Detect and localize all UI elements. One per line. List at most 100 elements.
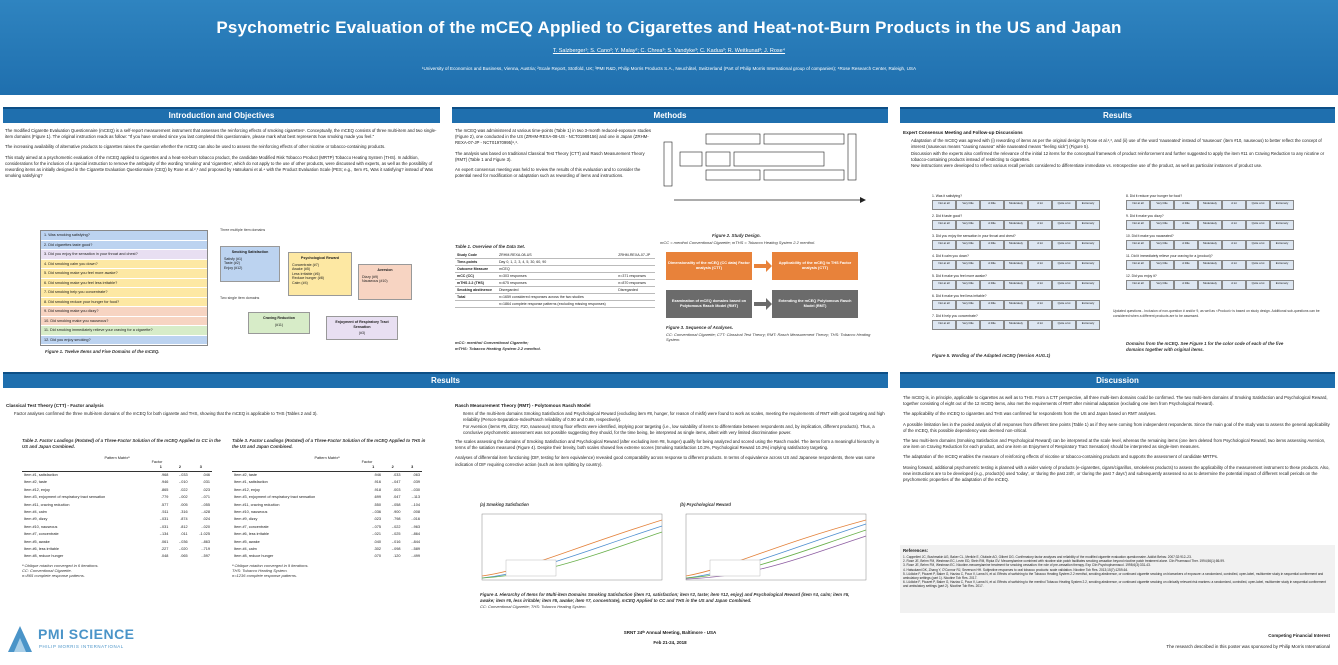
scale-option[interactable]: A little <box>980 320 1004 330</box>
scale-option[interactable]: Quite a lot <box>1052 260 1076 270</box>
scale-option[interactable]: Very little <box>956 320 980 330</box>
scale-option[interactable]: Quite a lot <box>1052 300 1076 310</box>
scale-option[interactable]: A lot <box>1222 220 1246 230</box>
scale-option[interactable]: Not at all <box>1126 240 1150 250</box>
scale-option[interactable]: Quite a lot <box>1052 280 1076 290</box>
scale-option[interactable]: A lot <box>1222 240 1246 250</box>
table-1-cell: Day 0, 1, 2, 3, 4, 5, 30, 60, 90 <box>496 258 617 266</box>
scale-option[interactable]: Not at all <box>1126 200 1150 210</box>
scale-option[interactable]: Very little <box>1150 200 1174 210</box>
scale-option[interactable]: Not at all <box>932 260 956 270</box>
scale-option[interactable]: Not at all <box>932 280 956 290</box>
scale-option[interactable]: A little <box>1174 240 1198 250</box>
scale-option[interactable]: Not at all <box>932 220 956 230</box>
scale-option[interactable]: Moderately <box>1004 220 1028 230</box>
scale-option[interactable]: Not at all <box>1126 260 1150 270</box>
scale-option[interactable]: Extremely <box>1076 300 1100 310</box>
scale-option[interactable]: A little <box>980 260 1004 270</box>
scale-option[interactable]: Moderately <box>1004 200 1028 210</box>
scale-option[interactable]: Not at all <box>932 240 956 250</box>
factor-loading: -.047 <box>391 480 401 485</box>
scale-option[interactable]: A little <box>980 300 1004 310</box>
scale-option[interactable]: A little <box>980 240 1004 250</box>
scale-option[interactable]: A lot <box>1222 280 1246 290</box>
scale-option[interactable]: Very little <box>1150 220 1174 230</box>
scale-option[interactable]: Quite a lot <box>1246 200 1270 210</box>
scale-option[interactable]: Moderately <box>1004 280 1028 290</box>
scale-option[interactable]: Extremely <box>1270 240 1294 250</box>
adapted-question-label: 5. Did it make you feel more awake? <box>932 274 987 278</box>
scale-option[interactable]: Very little <box>956 240 980 250</box>
factor-column-header: 2 <box>382 464 403 472</box>
scale-option[interactable]: Quite a lot <box>1052 240 1076 250</box>
scale-option[interactable]: Moderately <box>1198 260 1222 270</box>
adapted-question-label: 9. Did it make you dizzy? <box>1126 214 1164 218</box>
factor-loading: .900 <box>393 510 401 515</box>
scale-option[interactable]: Quite a lot <box>1246 280 1270 290</box>
scale-option[interactable]: Very little <box>1150 280 1174 290</box>
scale-option[interactable]: Moderately <box>1198 200 1222 210</box>
sequence-step-3: Examination of mCEQ domains based on Pol… <box>666 290 752 318</box>
scale-option[interactable]: Extremely <box>1270 220 1294 230</box>
scale-option[interactable]: Not at all <box>932 200 956 210</box>
scale-option[interactable]: Extremely <box>1076 280 1100 290</box>
adapted-question-scale: Not at all Very little A little Moderately A… <box>932 320 1100 330</box>
scale-option[interactable]: Moderately <box>1004 320 1028 330</box>
scale-option[interactable]: A little <box>980 280 1004 290</box>
scale-option[interactable]: Quite a lot <box>1052 200 1076 210</box>
scale-option[interactable]: Extremely <box>1270 280 1294 290</box>
table-1-cell: mTHS 2.2 (THS) <box>455 279 497 287</box>
scale-option[interactable]: A lot <box>1028 220 1052 230</box>
scale-option[interactable]: A little <box>1174 260 1198 270</box>
scale-option[interactable]: Moderately <box>1198 280 1222 290</box>
scale-option[interactable]: Extremely <box>1076 260 1100 270</box>
scale-option[interactable]: A lot <box>1028 300 1052 310</box>
scale-option[interactable]: A little <box>980 220 1004 230</box>
reference-item: 5. Lüdicke F, Picavet P, Baker G, Haziza… <box>903 571 1324 581</box>
scale-option[interactable]: Extremely <box>1076 240 1100 250</box>
scale-option[interactable]: Extremely <box>1270 200 1294 210</box>
scale-option[interactable]: Extremely <box>1076 200 1100 210</box>
scale-option[interactable]: Quite a lot <box>1052 220 1076 230</box>
scale-option[interactable]: Quite a lot <box>1052 320 1076 330</box>
scale-option[interactable]: Very little <box>956 280 980 290</box>
scale-option[interactable]: A lot <box>1028 280 1052 290</box>
scale-option[interactable]: Moderately <box>1004 240 1028 250</box>
scale-option[interactable]: Very little <box>956 220 980 230</box>
scale-option[interactable]: Very little <box>956 300 980 310</box>
scale-option[interactable]: Extremely <box>1270 260 1294 270</box>
scale-option[interactable]: Quite a lot <box>1246 240 1270 250</box>
scale-option[interactable]: Not at all <box>932 300 956 310</box>
table-1-cell: mCC (CC) <box>455 272 497 280</box>
scale-option[interactable]: Not at all <box>932 320 956 330</box>
factor-table-note: n=1236 complete response patterns. <box>232 573 298 579</box>
scale-option[interactable]: Extremely <box>1076 220 1100 230</box>
scale-option[interactable]: A little <box>1174 220 1198 230</box>
scale-option[interactable]: A lot <box>1222 260 1246 270</box>
scale-option[interactable]: Very little <box>956 200 980 210</box>
factor-loading: -1.025 <box>199 532 210 537</box>
scale-option[interactable]: A lot <box>1028 200 1052 210</box>
scale-option[interactable]: A lot <box>1028 240 1052 250</box>
scale-option[interactable]: Not at all <box>1126 280 1150 290</box>
scale-option[interactable]: Moderately <box>1198 240 1222 250</box>
scale-option[interactable]: Extremely <box>1076 320 1100 330</box>
scale-option[interactable]: A little <box>1174 280 1198 290</box>
scale-option[interactable]: Very little <box>1150 260 1174 270</box>
scale-option[interactable]: Moderately <box>1004 300 1028 310</box>
scale-option[interactable]: A lot <box>1222 200 1246 210</box>
scale-option[interactable]: Not at all <box>1126 220 1150 230</box>
scale-option[interactable]: Moderately <box>1198 220 1222 230</box>
scale-option[interactable]: Very little <box>956 260 980 270</box>
scale-option[interactable]: A little <box>980 200 1004 210</box>
scale-option[interactable]: A little <box>1174 200 1198 210</box>
scale-option[interactable]: Very little <box>1150 240 1174 250</box>
table-1-cell: Smoking abstinence <box>455 286 497 294</box>
figure-2-caption: Figure 2. Study Design. <box>712 233 761 238</box>
scale-option[interactable]: Quite a lot <box>1246 220 1270 230</box>
scale-option[interactable]: Quite a lot <box>1246 260 1270 270</box>
scale-option[interactable]: A lot <box>1028 320 1052 330</box>
scale-option[interactable]: Moderately <box>1004 260 1028 270</box>
scale-option[interactable]: A lot <box>1028 260 1052 270</box>
factor-item-label: Item #12, enjoy <box>24 487 50 492</box>
